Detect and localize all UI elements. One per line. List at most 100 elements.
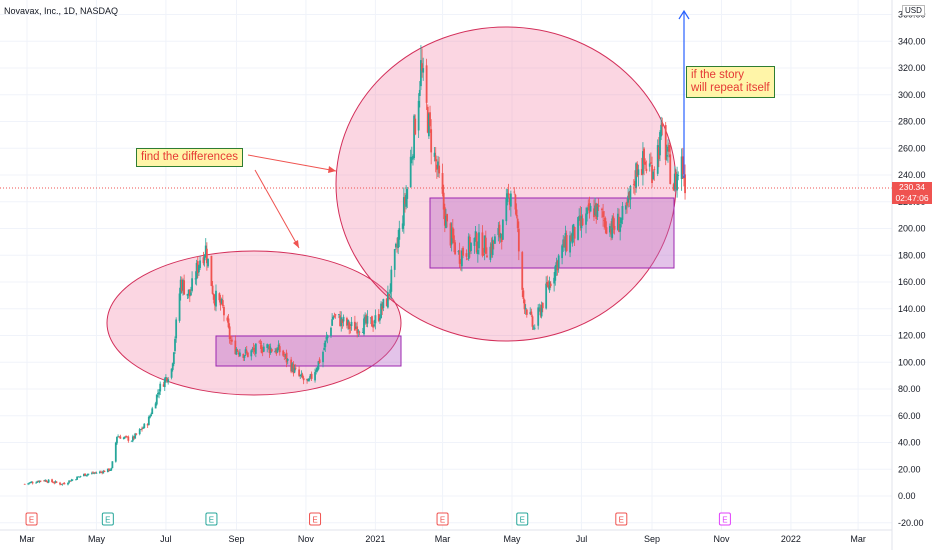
candle-body <box>601 208 603 211</box>
arrow-line-1[interactable] <box>247 154 337 172</box>
y-tick-label: 300.00 <box>898 90 926 100</box>
candle-body <box>127 436 130 441</box>
candle-body <box>430 129 433 153</box>
candle-body <box>486 255 488 258</box>
candle-body <box>361 332 364 334</box>
earnings-marker[interactable]: E <box>516 512 529 526</box>
candle-body <box>226 317 229 321</box>
candle-body <box>476 249 479 255</box>
candle-body <box>250 350 253 357</box>
candle-body <box>220 299 223 304</box>
earnings-marker[interactable]: E <box>309 512 322 526</box>
x-tick-label: Mar <box>19 534 35 544</box>
candle-body <box>501 219 504 240</box>
candle-body <box>398 228 401 240</box>
candle-body <box>110 468 113 471</box>
candle-body <box>268 346 271 354</box>
candle-body <box>159 383 162 392</box>
candle-body <box>494 236 496 244</box>
candle-body <box>417 100 420 131</box>
candle-body <box>402 197 405 226</box>
candle-body <box>332 316 335 320</box>
candle-body <box>163 378 166 388</box>
earnings-marker[interactable]: E <box>436 512 449 526</box>
earnings-marker[interactable]: E <box>718 512 731 526</box>
candle-body <box>676 173 678 191</box>
candle-body <box>118 436 121 438</box>
candle-body <box>290 359 293 372</box>
candle-body <box>252 347 255 351</box>
candle-body <box>330 327 332 336</box>
candle-body <box>146 424 149 426</box>
candle-body <box>245 350 248 353</box>
candle-body <box>158 392 160 395</box>
candle-body <box>87 473 90 475</box>
candle-body <box>267 345 270 347</box>
range-rectangle-2020[interactable] <box>215 335 402 367</box>
candle-body <box>547 284 550 288</box>
candle-body <box>621 206 624 220</box>
candle-body <box>357 330 360 332</box>
candle-body <box>596 203 599 217</box>
candle-body <box>675 171 677 188</box>
earnings-marker-box <box>436 512 449 526</box>
candle-body <box>645 168 648 172</box>
candle-body <box>478 232 480 249</box>
candle-body <box>77 476 80 478</box>
blue-arrow-head <box>678 9 690 20</box>
candle-body <box>466 258 469 260</box>
candle-body <box>555 262 558 270</box>
candle-body <box>122 437 125 440</box>
candle-body <box>562 239 565 245</box>
candle-body <box>227 318 230 328</box>
ellipse-2021[interactable] <box>335 26 677 342</box>
earnings-marker[interactable]: E <box>101 512 114 526</box>
candle-body <box>611 218 614 238</box>
candle-body <box>571 232 574 244</box>
x-tick-label: May <box>503 534 521 544</box>
candle-body <box>68 480 71 483</box>
x-tick-label: May <box>88 534 106 544</box>
candle-body <box>652 171 655 180</box>
candle-body <box>221 300 224 306</box>
candle-body <box>63 483 66 485</box>
candle-body <box>433 152 436 157</box>
candle-body <box>449 223 452 246</box>
candle-body <box>229 339 232 341</box>
y-tick-label: 280.00 <box>898 117 926 127</box>
annotation-find-differences[interactable]: find the differences <box>136 148 243 167</box>
earnings-marker-box <box>205 512 218 526</box>
candle-body <box>53 482 56 484</box>
candle-body <box>259 342 262 344</box>
earnings-marker[interactable]: E <box>615 512 628 526</box>
arrow-line-2[interactable] <box>254 169 300 249</box>
candle-body <box>310 373 313 379</box>
candle-body <box>506 193 509 203</box>
candle-body <box>119 436 122 439</box>
candle-body <box>51 479 53 483</box>
candle-body <box>231 339 233 342</box>
candle-body <box>199 260 201 268</box>
candle-body <box>426 106 429 133</box>
candle-body <box>151 408 154 414</box>
candle-body <box>198 265 200 273</box>
candle-body <box>548 281 551 291</box>
candle-body <box>183 280 186 295</box>
earnings-marker[interactable]: E <box>25 512 38 526</box>
annotation-story-repeat[interactable]: if the story will repeat itself <box>686 66 775 98</box>
candle-body <box>211 285 214 294</box>
range-rectangle-2021[interactable] <box>429 197 675 269</box>
currency-badge[interactable]: USD <box>902 5 925 16</box>
earnings-marker[interactable]: E <box>205 512 218 526</box>
candle-body <box>643 148 645 165</box>
candle-body <box>213 299 216 306</box>
y-tick-label: 200.00 <box>898 224 926 234</box>
candle-body <box>610 229 612 235</box>
candle-body <box>377 314 380 321</box>
symbol-title: Novavax, Inc., 1D, NASDAQ <box>4 6 119 16</box>
candle-body <box>429 112 431 127</box>
candle-body <box>302 378 305 381</box>
candle-body <box>500 237 503 242</box>
earnings-marker-label: E <box>619 516 624 525</box>
